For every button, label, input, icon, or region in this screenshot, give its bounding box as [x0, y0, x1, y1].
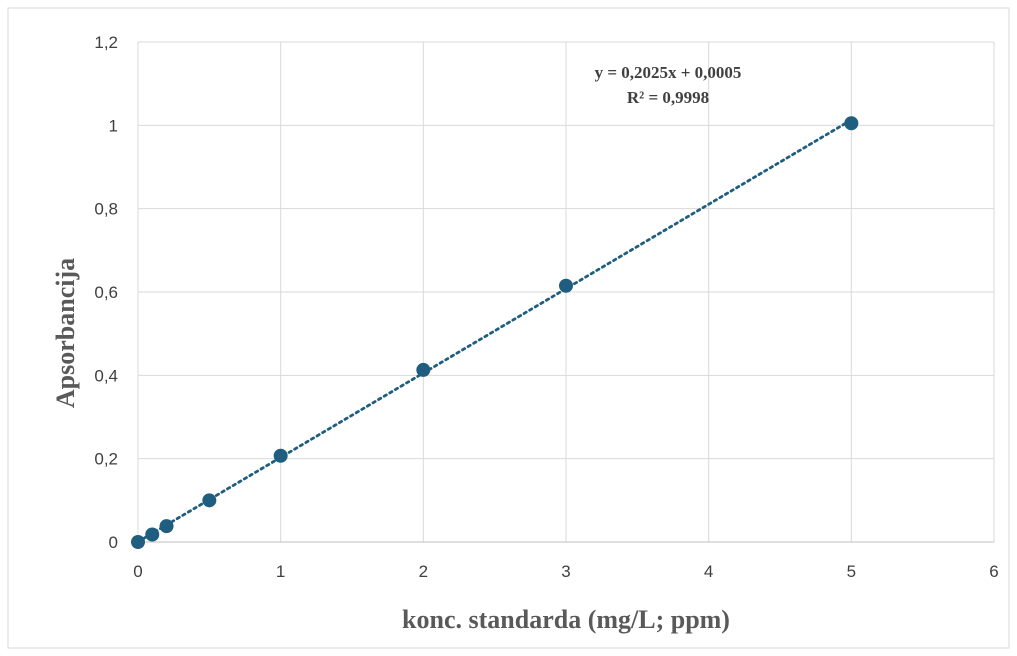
trendline-r-squared: R² = 0,9998 — [627, 88, 709, 107]
data-point — [416, 362, 431, 377]
trendline-layer — [136, 118, 853, 544]
data-point — [145, 527, 160, 542]
data-point — [159, 519, 174, 534]
x-tick-label: 3 — [561, 562, 570, 581]
chart-border — [7, 7, 1010, 649]
y-tick-label: 1 — [109, 116, 118, 135]
data-point — [273, 448, 288, 463]
data-point — [559, 278, 573, 293]
y-tick-label: 0,6 — [94, 283, 118, 302]
y-tick-label: 1,2 — [94, 33, 118, 52]
y-tick-label: 0 — [109, 533, 118, 552]
x-tick-label: 1 — [276, 562, 285, 581]
x-tick-label: 5 — [847, 562, 856, 581]
data-point — [844, 116, 859, 131]
x-tick-label: 0 — [133, 562, 142, 581]
y-tick-label: 0,8 — [94, 200, 118, 219]
x-axis-title: konc. standarda (mg/L; ppm) — [402, 605, 730, 634]
y-axis-title: Apsorbancija — [51, 258, 80, 408]
trendline-equation: y = 0,2025x + 0,0005 — [595, 63, 742, 82]
data-point — [131, 535, 145, 549]
x-tick-label: 2 — [419, 562, 428, 581]
data-points — [131, 116, 859, 549]
x-tick-label: 4 — [704, 562, 713, 581]
x-tick-label: 6 — [989, 562, 998, 581]
axes — [137, 42, 994, 543]
y-tick-label: 0,2 — [94, 450, 118, 469]
tick-labels: 0 1 2 3 4 5 6 0 0,2 0,4 0,6 0,8 1 1,2 — [94, 33, 998, 581]
trendline — [136, 118, 853, 544]
data-point — [202, 493, 217, 508]
y-tick-label: 0,4 — [94, 366, 118, 385]
